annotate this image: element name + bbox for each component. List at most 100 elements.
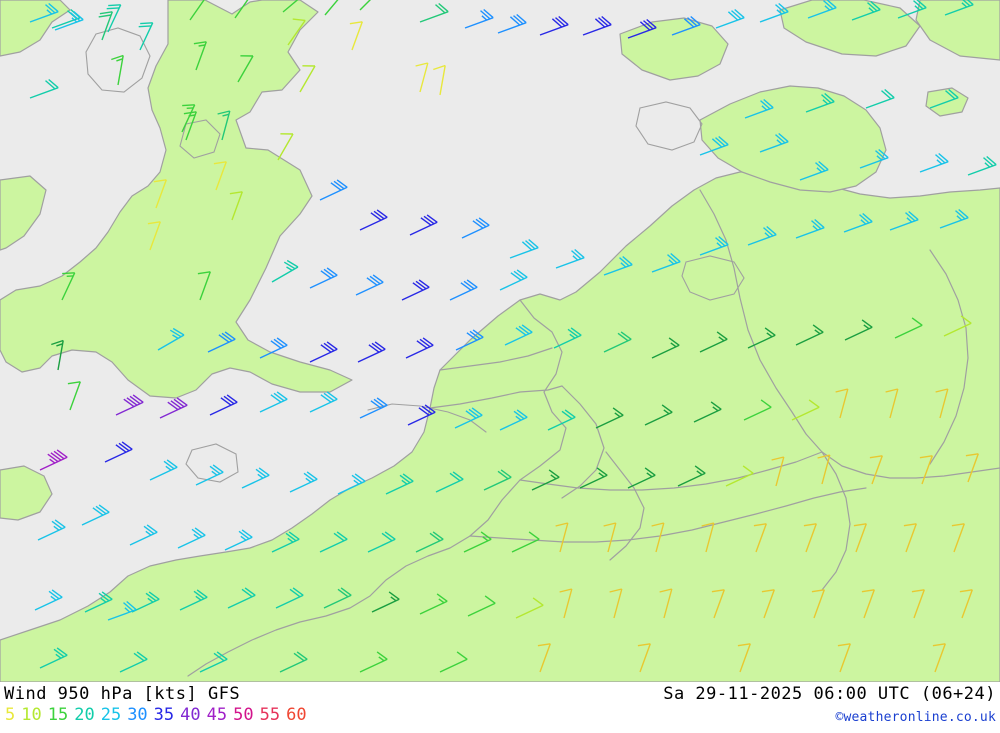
wind-barb: [159, 397, 188, 419]
wind-barb-feather: [935, 154, 946, 164]
wind-barb-shaft: [199, 271, 211, 301]
wind-barb-shaft: [747, 334, 776, 349]
wind-barb-feather: [609, 588, 622, 593]
wind-barb-feather: [53, 450, 65, 460]
wind-barb-feather: [292, 18, 306, 22]
wind-barb-shaft: [209, 401, 238, 416]
wind-barb-shaft: [224, 536, 253, 551]
wind-barb: [119, 651, 148, 673]
wind-barb-shaft: [177, 534, 206, 549]
wind-barb: [415, 62, 429, 93]
wind-barb-feather: [53, 648, 65, 658]
wind-barb-feather: [835, 388, 848, 393]
wind-barb-feather: [193, 41, 207, 45]
wind-barb-shaft: [234, 0, 249, 19]
wind-barb-feather: [374, 341, 386, 350]
wind-barb-shaft: [699, 338, 728, 353]
wind-barb: [595, 407, 624, 429]
wind-barb-feather: [46, 9, 53, 15]
wind-barb-feather: [482, 536, 489, 542]
wind-barb: [894, 317, 923, 339]
wind-barb-feather: [905, 212, 916, 222]
wind-barb-feather: [945, 90, 956, 100]
wind-barb: [385, 473, 414, 495]
wind-barb-shaft: [839, 388, 849, 419]
wind-barb-shaft: [195, 41, 207, 71]
wind-barb-feather: [241, 588, 253, 598]
wind-barb-shaft: [559, 522, 569, 553]
wind-barb-feather: [369, 275, 381, 285]
wind-barb: [939, 208, 969, 229]
wind-barb-feather: [71, 17, 78, 23]
wind-barb-feather: [116, 58, 123, 62]
wind-barb-shaft: [51, 17, 81, 29]
wind-barb-shaft: [287, 19, 306, 46]
wind-barb-feather: [390, 596, 397, 602]
wind-barb-shaft: [651, 261, 681, 273]
wind-barb-shaft: [61, 272, 76, 301]
wind-barb-shaft: [839, 643, 851, 673]
legend-value-55: 55: [259, 705, 281, 725]
map-canvas[interactable]: [0, 0, 1000, 682]
wind-barb-feather: [984, 162, 991, 168]
wind-barb-feather: [194, 527, 206, 536]
wind-barb-feather: [222, 113, 230, 117]
wind-barb-feather: [644, 467, 656, 476]
wind-barb: [737, 643, 751, 673]
wind-barb-feather: [742, 465, 754, 474]
wind-barb-feather: [349, 21, 363, 25]
wind-barb-feather: [775, 134, 786, 144]
wind-barb-feather: [56, 449, 68, 458]
wind-barb-feather: [124, 607, 131, 613]
inner-german-border: [605, 451, 645, 561]
wind-barb-feather: [286, 266, 293, 271]
wind-barb: [415, 531, 444, 553]
wind-barb-shaft: [405, 344, 434, 359]
wind-barb-feather: [182, 104, 195, 107]
wind-barb-feather: [48, 78, 59, 89]
wind-barb: [659, 588, 673, 619]
wind-barb-feather: [198, 44, 206, 47]
wind-barb: [889, 210, 919, 231]
wind-barb-shaft: [119, 658, 148, 673]
wind-barb-shaft: [744, 107, 774, 119]
wind-barb: [791, 399, 820, 421]
wind-barb-feather: [564, 409, 576, 418]
wind-barb-feather: [472, 220, 484, 229]
wind-barb-feather: [195, 595, 202, 601]
wind-barb-shaft: [759, 11, 789, 23]
wind-barb-feather: [433, 64, 446, 71]
wind-barb-feather: [815, 162, 826, 172]
wind-barb: [309, 391, 338, 413]
wind-barb: [559, 588, 573, 619]
wind-barb-feather: [881, 90, 892, 100]
wind-barb-feather: [612, 407, 624, 416]
wind-barb-feather: [766, 225, 777, 236]
austria-border-south: [821, 451, 851, 591]
wind-barb-feather: [419, 338, 431, 348]
wind-barb-feather: [528, 531, 540, 540]
wind-barb-shaft: [84, 598, 113, 613]
wind-barb-feather: [220, 397, 232, 406]
english-channel-coast: [367, 403, 487, 433]
wind-barb: [903, 523, 917, 553]
wind-barb: [29, 2, 59, 23]
wind-barb-feather: [951, 523, 965, 527]
wind-barb-feather: [646, 472, 653, 478]
wind-barb-feather: [381, 532, 393, 542]
wind-barb-feather: [92, 507, 104, 516]
wind-barb-feather: [376, 209, 388, 218]
wind-barb: [603, 331, 632, 353]
wind-barb: [67, 381, 81, 411]
wind-barb: [483, 469, 512, 491]
wind-barb-feather: [555, 17, 566, 27]
wind-barb-shaft: [299, 65, 316, 93]
wind-barb-shaft: [582, 24, 612, 36]
wind-barb-feather: [326, 267, 338, 276]
wind-barb: [699, 331, 728, 353]
wind-barb-feather: [183, 111, 197, 115]
wind-barb-shaft: [463, 538, 492, 553]
wind-barb-shaft: [759, 141, 789, 153]
wind-barb-feather: [99, 11, 113, 15]
wind-barb-feather: [694, 465, 706, 474]
